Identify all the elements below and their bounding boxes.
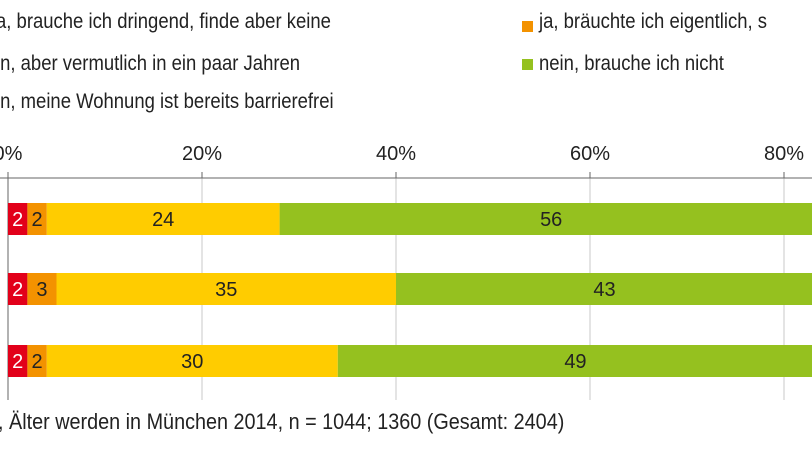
data-label: 24 [152, 209, 174, 231]
tick-label: 20% [182, 143, 222, 165]
bar-segment [27, 273, 57, 305]
legend-item-few-years: in, aber vermutlich in ein paar Jahren [0, 53, 300, 75]
source-note: , Älter werden in München 2014, n = 1044… [0, 409, 565, 434]
data-label: 2 [12, 279, 23, 301]
data-label: 2 [32, 209, 43, 231]
legend-item-urgent: a, brauche ich dringend, finde aber kein… [0, 11, 331, 33]
bar-segment [27, 203, 47, 235]
data-label: 49 [564, 351, 586, 373]
bar-segment [8, 273, 28, 305]
bar-segment [337, 345, 812, 377]
tick-label: 0% [0, 143, 23, 165]
data-label: 2 [12, 351, 23, 373]
legend-swatch-orange [522, 21, 533, 32]
bar-segment [27, 345, 47, 377]
bar-segment [8, 203, 28, 235]
tick-label: 80% [764, 143, 804, 165]
bar-segment [279, 203, 812, 235]
data-label: 3 [36, 279, 47, 301]
legend-item-actually: ja, bräuchte ich eigentlich, s [539, 11, 767, 33]
bar-segment [46, 203, 280, 235]
bar-segment [396, 273, 812, 305]
data-label: 35 [215, 279, 237, 301]
legend-label-actually: ja, bräuchte ich eigentlich, s [539, 10, 768, 33]
legend-label-urgent: a, brauche ich dringend, finde aber kein… [0, 10, 331, 33]
legend-swatch-green [522, 59, 533, 70]
bar-segment [46, 345, 338, 377]
bar-segment [8, 345, 28, 377]
legend-item-not-needed: nein, brauche ich nicht [539, 53, 724, 75]
data-label: 43 [593, 279, 615, 301]
bar-segment [56, 273, 396, 305]
data-label: 2 [32, 351, 43, 373]
data-label: 56 [540, 209, 562, 231]
legend-label-few-years: in, aber vermutlich in ein paar Jahren [0, 52, 301, 75]
legend-label-barrier-free: in, meine Wohnung ist bereits barrierefr… [0, 90, 334, 113]
tick-label: 60% [570, 143, 610, 165]
data-label: 30 [181, 351, 203, 373]
data-label: 2 [12, 209, 23, 231]
legend-label-not-needed: nein, brauche ich nicht [539, 52, 724, 75]
legend-item-barrier-free: in, meine Wohnung ist bereits barrierefr… [0, 91, 334, 113]
tick-label: 40% [376, 143, 416, 165]
